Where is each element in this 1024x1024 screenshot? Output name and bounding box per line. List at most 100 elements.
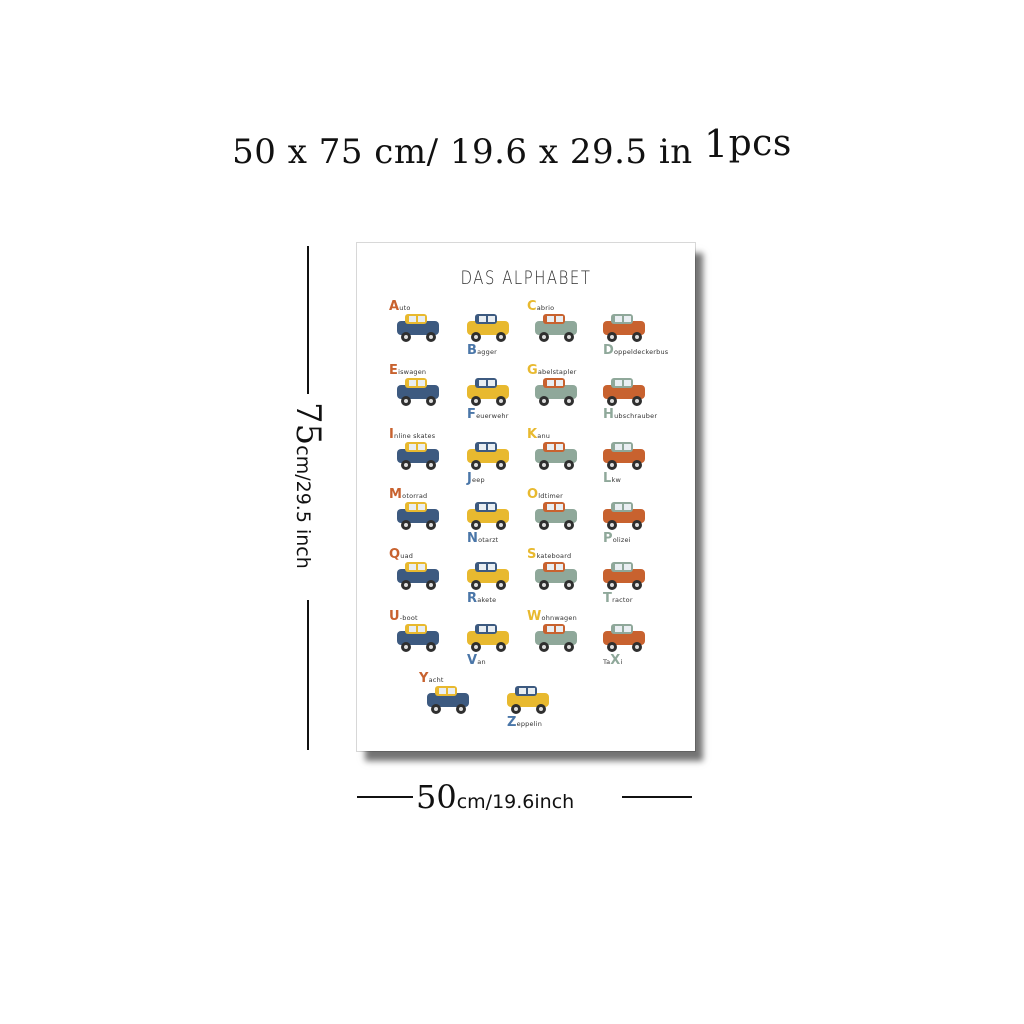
label-letter: M xyxy=(389,487,403,502)
vehicle-label: Polizei xyxy=(603,531,631,546)
vehicle-item: Auto xyxy=(387,299,457,361)
label-rest: uto xyxy=(399,304,411,312)
vehicle-item: Eiswagen xyxy=(387,363,457,425)
label-rest: abrio xyxy=(536,304,555,312)
label-rest: agger xyxy=(477,348,498,356)
label-letter: T xyxy=(603,591,613,606)
vehicle-item: Inline skates xyxy=(387,427,457,489)
vehicle-item: Notarzt xyxy=(457,493,527,549)
label-letter: Q xyxy=(389,547,401,562)
vehicle-item: Cabrio xyxy=(525,299,595,361)
vehicle-label: Kanu xyxy=(527,427,550,442)
height-line-top xyxy=(307,246,309,394)
vehicle-item: Kanu xyxy=(525,427,595,489)
label-rest: euerwehr xyxy=(476,412,509,420)
vehicle-label: Yacht xyxy=(419,671,444,686)
vehicle-item: Doppeldeckerbus xyxy=(593,305,668,361)
label-letter: X xyxy=(610,653,621,668)
vehicle-label: Wohnwagen xyxy=(527,609,577,624)
label-rest: otarzt xyxy=(478,536,499,544)
width-label: 50cm/19.6inch xyxy=(416,778,574,816)
vehicle-item: Bagger xyxy=(457,305,527,361)
height-label: 75cm/29.5 inch xyxy=(268,372,348,602)
label-rest: ohnwagen xyxy=(541,614,577,622)
label-letter: U xyxy=(389,609,400,624)
label-rest: -boot xyxy=(399,614,418,622)
vehicle-item: Gabelstapler xyxy=(525,363,595,425)
vehicle-label: Inline skates xyxy=(389,427,435,442)
label-rest: kateboard xyxy=(536,552,572,560)
label-rest: kw xyxy=(611,476,621,484)
label-rest: akete xyxy=(477,596,497,604)
label-letter: O xyxy=(527,487,539,502)
vehicle-item: Rakete xyxy=(457,553,527,609)
vehicle-label: Skateboard xyxy=(527,547,571,562)
vehicle-label: Gabelstapler xyxy=(527,363,577,378)
label-letter: B xyxy=(467,343,478,358)
count-unit: pcs xyxy=(728,123,792,164)
vehicle-label: Rakete xyxy=(467,591,496,606)
label-letter: Y xyxy=(419,671,429,686)
label-letter: P xyxy=(603,531,613,546)
width-line-right xyxy=(622,796,692,798)
label-letter: C xyxy=(527,299,537,314)
alphabet-poster: DAS ALPHABET Auto Bagger Cabrio Doppelde… xyxy=(357,243,695,751)
vehicle-label: Doppeldeckerbus xyxy=(603,343,668,358)
label-rest: an xyxy=(477,658,486,666)
label-letter: S xyxy=(527,547,537,562)
label-rest: otorrad xyxy=(402,492,428,500)
label-rest: olizei xyxy=(612,536,631,544)
vehicle-label: Cabrio xyxy=(527,299,554,314)
label-letter: G xyxy=(527,363,538,378)
label-rest: acht xyxy=(428,676,444,684)
vehicle-item: Hubschrauber xyxy=(593,369,663,425)
label-letter: W xyxy=(527,609,542,624)
vehicle-label: Notarzt xyxy=(467,531,498,546)
vehicle-label: Oldtimer xyxy=(527,487,563,502)
label-letter: K xyxy=(527,427,538,442)
label-rest: oppeldeckerbus xyxy=(614,348,669,356)
vehicle-label: Hubschrauber xyxy=(603,407,657,422)
vehicle-item: Motorrad xyxy=(387,487,457,549)
vehicle-item: Zeppelin xyxy=(497,677,567,733)
label-rest: ractor xyxy=(612,596,633,604)
width-value: 50 xyxy=(416,778,457,816)
label-letter: L xyxy=(603,471,612,486)
height-line-bottom xyxy=(307,600,309,750)
vehicle-label: U-boot xyxy=(389,609,418,624)
label-rest: eppelin xyxy=(516,720,543,728)
width-line-left xyxy=(357,796,413,798)
poster-title: DAS ALPHABET xyxy=(460,267,592,289)
size-headline: 50 x 75 cm/ 19.6 x 29.5 in 1pcs xyxy=(0,122,1024,172)
label-rest: ubschrauber xyxy=(614,412,658,420)
vehicle-item: TaXi xyxy=(593,615,663,671)
width-unit: cm/19.6inch xyxy=(456,791,575,813)
size-text: 50 x 75 cm/ 19.6 x 29.5 in xyxy=(232,132,693,172)
vehicle-label: Jeep xyxy=(467,471,485,486)
vehicle-label: Eiswagen xyxy=(389,363,426,378)
vehicle-item: Yacht xyxy=(417,671,487,733)
vehicle-item: Tractor xyxy=(593,553,663,609)
height-value: 75 xyxy=(288,402,328,446)
vehicle-label: Quad xyxy=(389,547,413,562)
vehicle-label: TaXi xyxy=(603,653,623,668)
vehicle-item: Lkw xyxy=(593,433,663,489)
label-rest: uad xyxy=(400,552,414,560)
vehicle-label: Feuerwehr xyxy=(467,407,509,422)
label-rest: abelstapler xyxy=(537,368,577,376)
count-number: 1 xyxy=(703,122,729,166)
label-letter: H xyxy=(603,407,615,422)
label-letter: D xyxy=(603,343,614,358)
label-rest: ldtimer xyxy=(538,492,563,500)
vehicle-item: Quad xyxy=(387,547,457,609)
vehicle-label: Auto xyxy=(389,299,411,314)
label-prefix: Ta xyxy=(603,658,611,666)
vehicle-item: Skateboard xyxy=(525,547,595,609)
label-letter: N xyxy=(467,531,479,546)
vehicle-label: Motorrad xyxy=(389,487,427,502)
label-letter: R xyxy=(467,591,478,606)
vehicle-item: Jeep xyxy=(457,433,527,489)
height-unit: cm/29.5 inch xyxy=(292,445,314,569)
label-rest: eep xyxy=(472,476,485,484)
vehicle-label: Zeppelin xyxy=(507,715,542,730)
